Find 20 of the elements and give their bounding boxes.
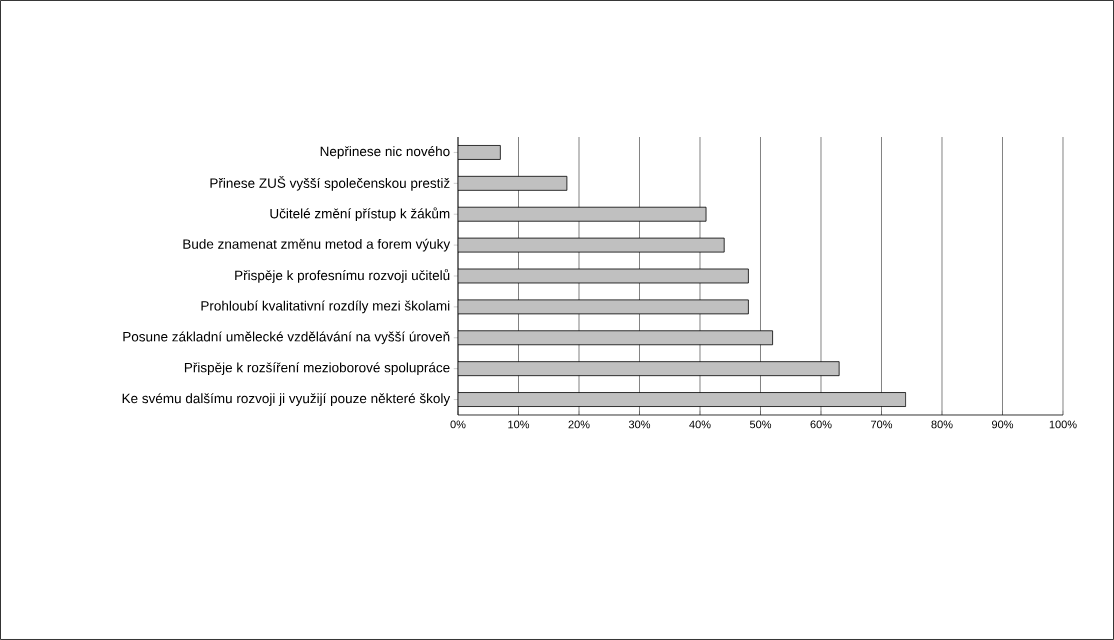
- x-tick-label: 50%: [749, 420, 772, 429]
- y-tick-label: Přispěje k profesnímu rozvoji učitelů: [235, 269, 450, 283]
- y-tick-label: Posune základní umělecké vzdělávání na vyšší úroveň: [123, 331, 450, 345]
- y-tick-label: Bude znamenat změnu metod a forem výuky: [183, 238, 451, 252]
- x-tick-label: 100%: [1049, 420, 1077, 429]
- x-tick-label: 40%: [689, 420, 711, 429]
- x-tick-label: 60%: [810, 420, 832, 429]
- x-tick-label: 20%: [568, 420, 590, 429]
- x-tick-label: 30%: [628, 420, 651, 429]
- x-tick-label: 80%: [931, 420, 953, 429]
- y-tick-label: Přinese ZUŠ vyšší společenskou prestiž: [210, 176, 450, 191]
- x-tick-label: 0%: [450, 420, 466, 429]
- x-tick-label: 70%: [871, 420, 893, 429]
- y-tick-label: Učitelé změní přístup k žákům: [270, 207, 450, 222]
- x-tick-label: 90%: [992, 420, 1014, 429]
- y-tick-label: Nepřinese nic nového: [320, 146, 450, 159]
- y-tick-label: Ke svému dalšímu rozvoji ji využijí pouze některé školy: [122, 393, 451, 406]
- y-tick-label: Prohloubí kvalitativní rozdíly mezi školami: [201, 300, 450, 314]
- y-tick-label: Přispěje k rozšíření mezioborové spolupráce: [184, 362, 450, 376]
- x-tick-label: 10%: [508, 420, 530, 429]
